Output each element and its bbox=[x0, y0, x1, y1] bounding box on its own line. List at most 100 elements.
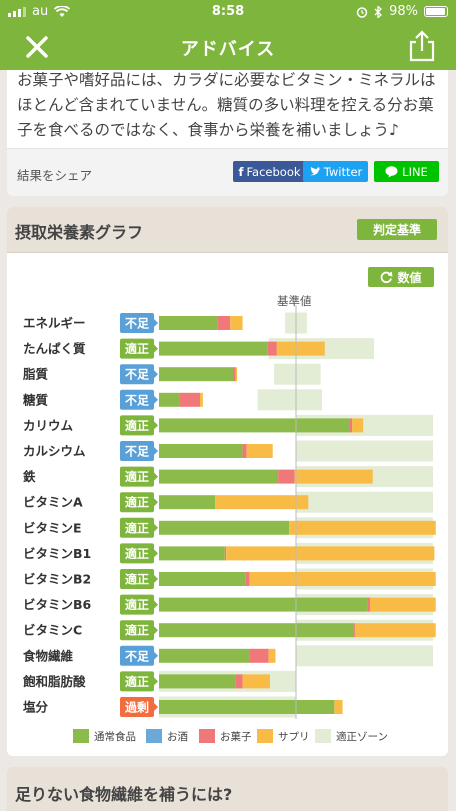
carrier-label: au bbox=[32, 4, 49, 19]
numeric-toggle-button[interactable]: 数値 bbox=[368, 267, 434, 287]
status-text: 不足 bbox=[125, 393, 149, 407]
zone-band bbox=[296, 440, 433, 462]
bar-segment bbox=[276, 341, 325, 356]
bar-segment bbox=[235, 367, 238, 382]
bar-segment bbox=[159, 392, 180, 407]
bar-segment bbox=[352, 418, 364, 433]
bar-segment bbox=[230, 316, 243, 330]
close-icon[interactable] bbox=[24, 34, 50, 60]
nutrient-label: カリウム bbox=[23, 418, 74, 433]
bar-segment bbox=[217, 316, 231, 330]
line-button[interactable]: LINE bbox=[374, 161, 439, 182]
bar-segment bbox=[246, 444, 273, 458]
bar-segment bbox=[245, 572, 250, 586]
bar-segment bbox=[367, 597, 370, 612]
bar-segment bbox=[224, 546, 227, 561]
bar-segment bbox=[159, 648, 250, 663]
share-icon[interactable] bbox=[408, 30, 436, 62]
status-text: 適正 bbox=[125, 341, 149, 356]
status-badge bbox=[120, 517, 154, 538]
status-badge-arrow bbox=[154, 651, 158, 660]
status-badge-arrow bbox=[154, 575, 158, 583]
bar-segment bbox=[334, 700, 343, 714]
legend-swatch bbox=[315, 729, 331, 743]
nutrient-label: ビタミンA bbox=[23, 495, 83, 510]
status-badge bbox=[120, 594, 154, 615]
status-badge bbox=[120, 543, 154, 564]
status-text: 適正 bbox=[125, 546, 149, 561]
zone-band bbox=[296, 645, 433, 667]
legend-label: お酒 bbox=[167, 730, 188, 743]
page-title: アドバイス bbox=[180, 39, 276, 60]
status-text: 不足 bbox=[125, 649, 149, 663]
twitter-icon bbox=[309, 166, 321, 175]
status-left: au bbox=[8, 4, 71, 19]
bar-segment bbox=[159, 572, 246, 586]
next-section-card[interactable]: 足りない食物繊維を補うには? bbox=[7, 767, 448, 811]
legend-swatch bbox=[199, 729, 215, 743]
legend-label: サプリ bbox=[278, 731, 310, 743]
status-right: 98% bbox=[356, 4, 448, 19]
bar-segment bbox=[159, 316, 218, 330]
zone-band bbox=[296, 491, 433, 513]
bar-segment bbox=[159, 341, 268, 356]
bar-segment bbox=[235, 674, 243, 689]
status-badge bbox=[120, 697, 154, 717]
criteria-button[interactable]: 判定基準 bbox=[357, 219, 437, 240]
bar-segment bbox=[268, 648, 276, 663]
status-text: 過剰 bbox=[124, 700, 149, 715]
graph-header: 摂取栄養素グラフ 判定基準 bbox=[7, 207, 448, 253]
status-badge-arrow bbox=[154, 344, 158, 353]
bar-segment bbox=[278, 469, 295, 484]
nutrient-label: カルシウム bbox=[23, 444, 86, 459]
twitter-button[interactable]: Twitter bbox=[303, 161, 368, 182]
status-badge-arrow bbox=[154, 549, 158, 558]
bar-segment bbox=[179, 392, 201, 407]
status-badge-arrow bbox=[154, 703, 158, 711]
facebook-icon: f bbox=[238, 164, 244, 179]
nutrient-label: ビタミンB2 bbox=[23, 572, 91, 587]
status-badge bbox=[120, 492, 154, 513]
bar-segment bbox=[249, 648, 269, 663]
legend-swatch bbox=[146, 729, 162, 743]
facebook-label: Facebook bbox=[246, 164, 301, 179]
bar-segment bbox=[232, 367, 236, 382]
facebook-button[interactable]: f Facebook bbox=[233, 161, 306, 182]
bar-segment bbox=[159, 623, 354, 638]
twitter-label: Twitter bbox=[323, 164, 363, 179]
nutrient-label: ビタミンC bbox=[23, 623, 82, 638]
refresh-icon bbox=[381, 271, 393, 283]
bar-segment bbox=[159, 546, 225, 561]
bar-segment bbox=[267, 341, 277, 356]
status-bar: au 8:58 98% bbox=[0, 0, 456, 24]
nutrient-label: 糖質 bbox=[23, 392, 49, 407]
status-text: 適正 bbox=[125, 520, 149, 535]
nutrient-label: ビタミンB1 bbox=[23, 546, 91, 561]
line-icon bbox=[385, 165, 398, 177]
status-badge bbox=[120, 338, 154, 359]
bar-segment bbox=[159, 520, 290, 535]
bar-segment bbox=[159, 700, 335, 714]
status-text: 適正 bbox=[125, 623, 149, 638]
battery-percent: 98% bbox=[389, 4, 418, 19]
bar-segment bbox=[159, 469, 279, 484]
status-badge-arrow bbox=[154, 319, 158, 327]
bar-segment bbox=[159, 495, 216, 510]
status-badge bbox=[120, 620, 154, 641]
bar-segment bbox=[159, 418, 350, 433]
line-label: LINE bbox=[402, 164, 428, 179]
status-badge-arrow bbox=[154, 523, 158, 532]
status-badge bbox=[120, 466, 154, 487]
nav-bar: アドバイス bbox=[0, 24, 456, 70]
legend-swatch bbox=[73, 729, 89, 743]
status-text: 不足 bbox=[125, 445, 149, 459]
status-text: 適正 bbox=[125, 495, 149, 510]
status-badge bbox=[120, 389, 154, 410]
nutrient-label: 飽和脂肪酸 bbox=[22, 674, 86, 689]
status-badge-arrow bbox=[154, 421, 158, 430]
status-text: 適正 bbox=[125, 572, 149, 587]
nutrient-label: たんぱく質 bbox=[23, 341, 86, 356]
status-badge bbox=[120, 441, 154, 461]
status-badge bbox=[120, 415, 154, 436]
nutrient-label: 塩分 bbox=[23, 700, 49, 715]
